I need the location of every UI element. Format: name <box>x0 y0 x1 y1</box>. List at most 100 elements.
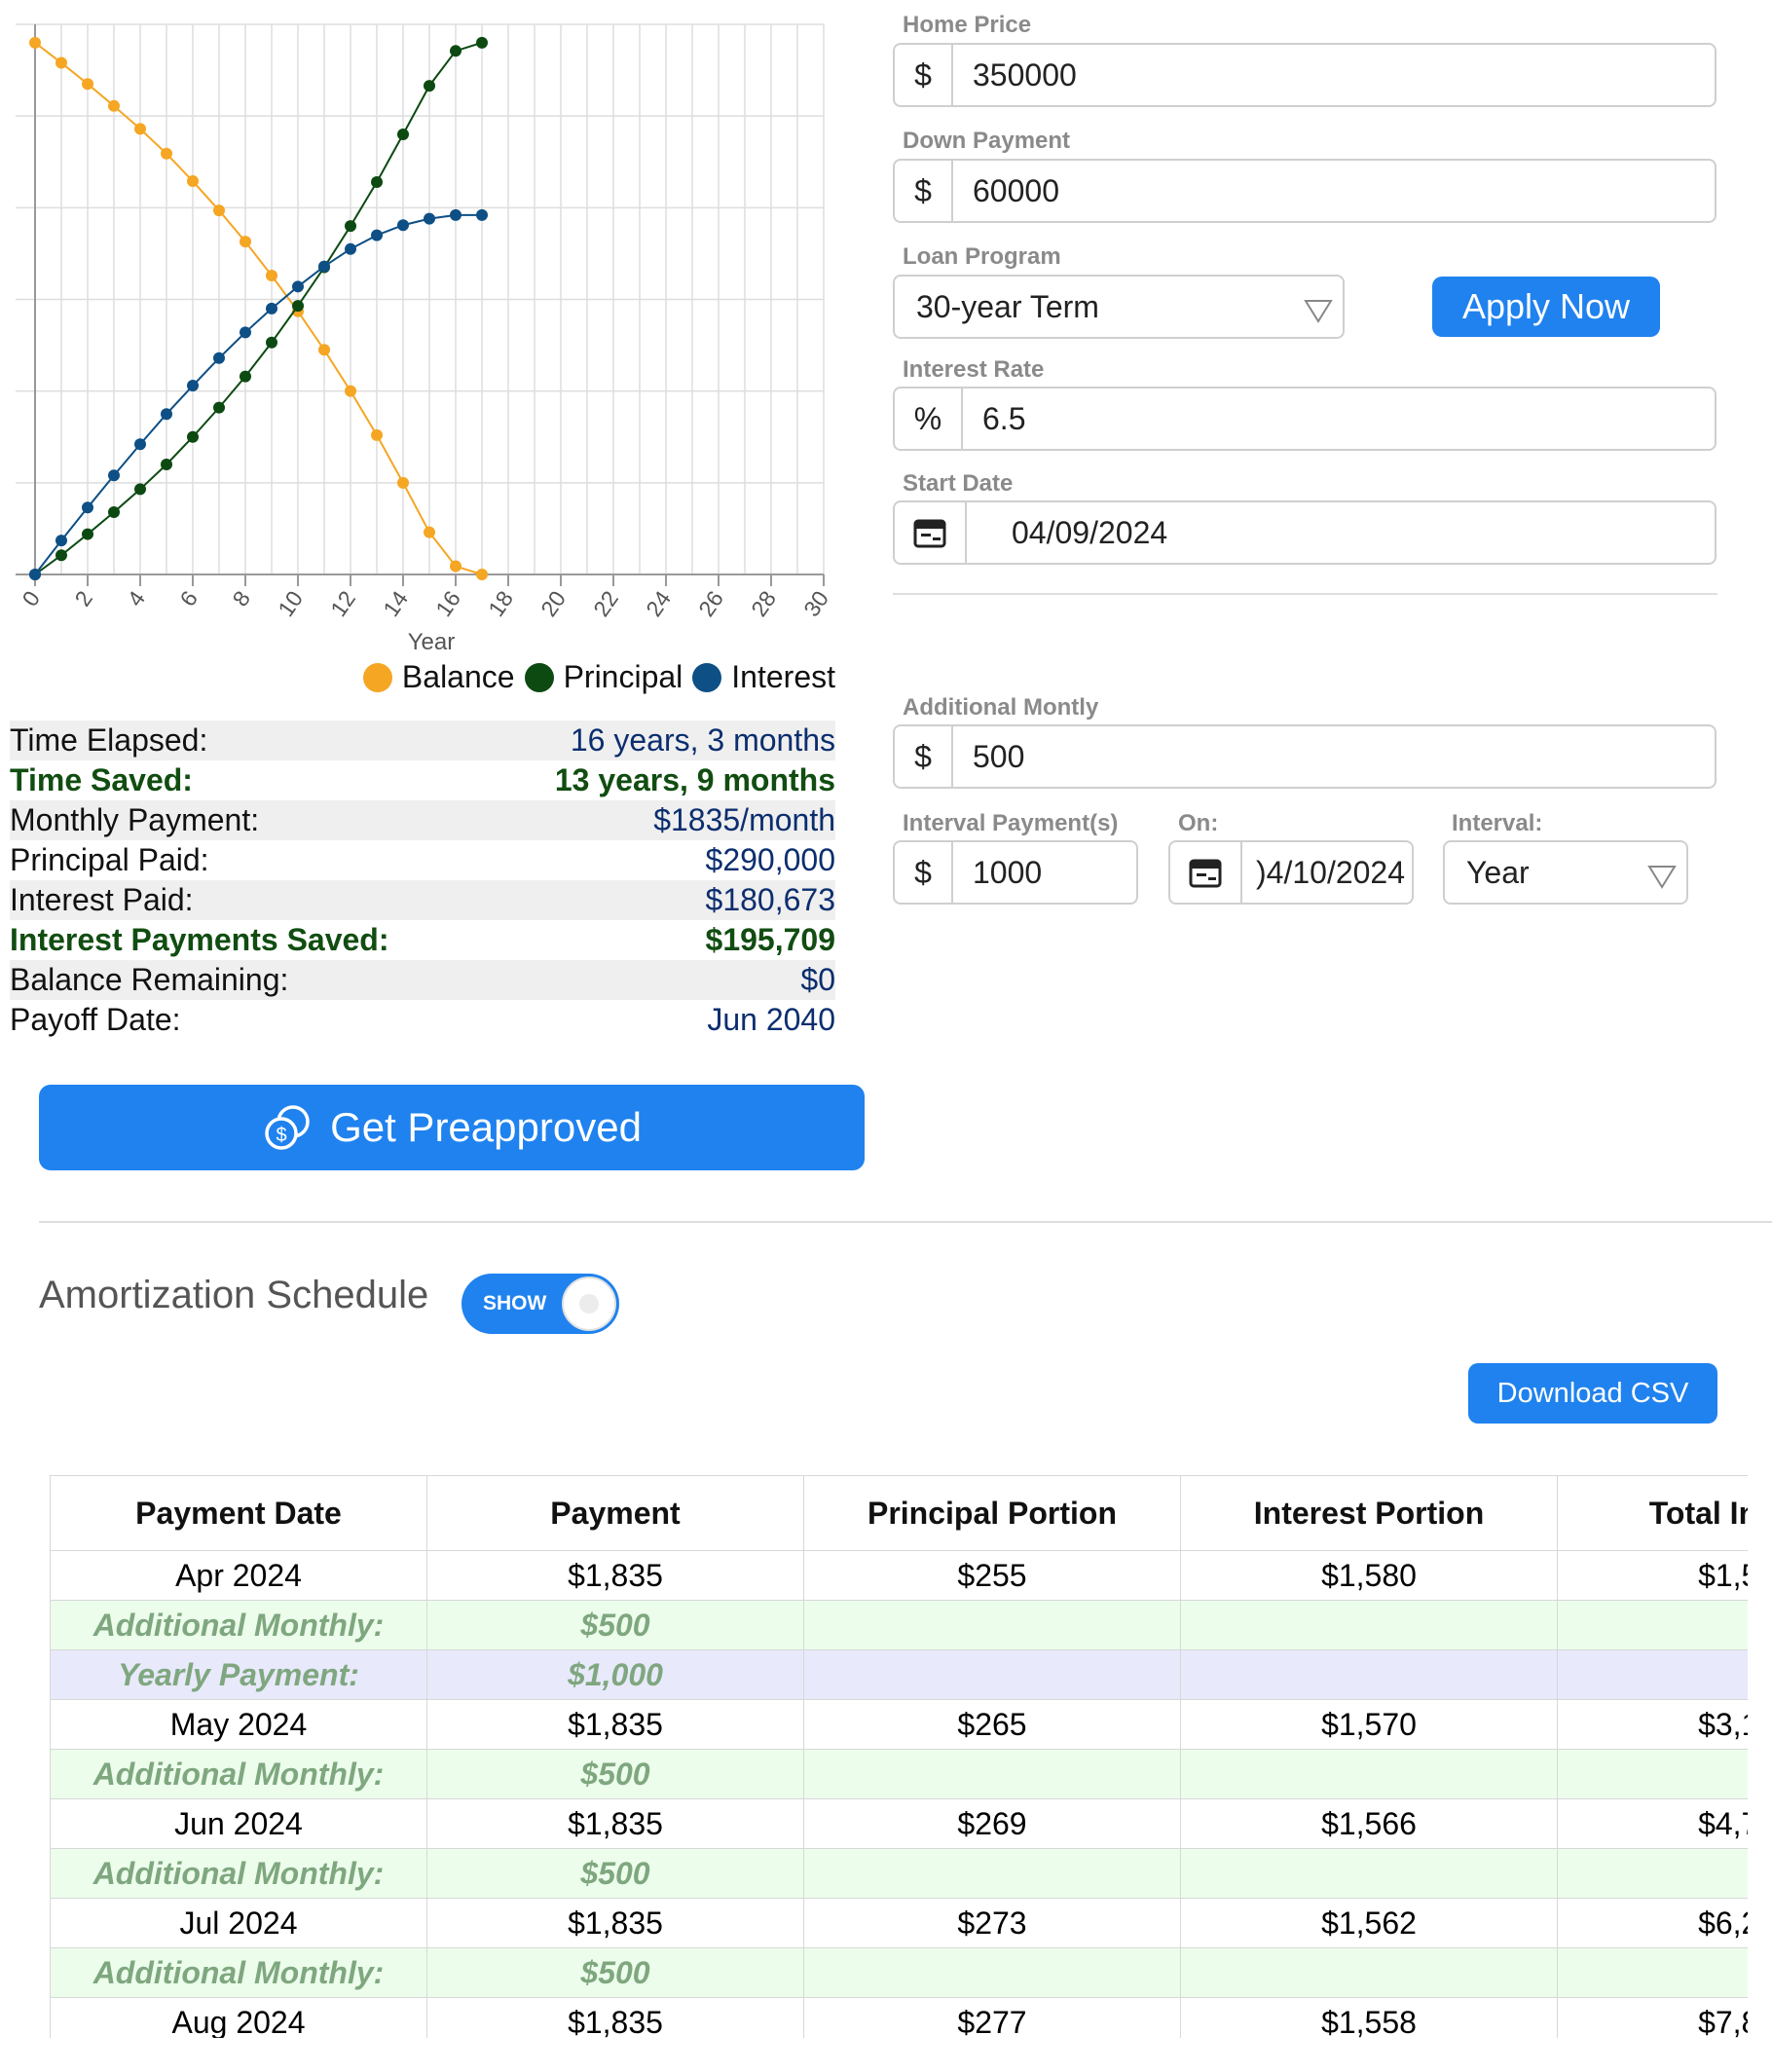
table-cell: $269 <box>803 1798 1181 1849</box>
data-point-balance <box>213 204 225 217</box>
home-price-field[interactable]: $ 350000 <box>893 43 1717 107</box>
table-cell: Additional Monthly: <box>50 1848 427 1899</box>
table-cell <box>803 1848 1181 1899</box>
data-point-interest <box>476 208 488 221</box>
table-cell: $255 <box>803 1550 1181 1601</box>
data-point-balance <box>371 428 383 441</box>
table-cell: Apr 2024 <box>50 1550 427 1601</box>
data-point-interest <box>450 208 461 221</box>
interval-payment-field[interactable]: $ 1000 <box>893 840 1138 905</box>
x-tick-label: 26 <box>693 586 728 621</box>
table-cell <box>1180 1947 1558 1998</box>
apply-now-button[interactable]: Apply Now <box>1432 277 1660 337</box>
additional-monthly-field[interactable]: $ 500 <box>893 724 1717 789</box>
table-cell: $7,836 <box>1557 1997 1748 2038</box>
toggle-knob[interactable] <box>562 1276 616 1331</box>
interval-label: Interval: <box>1452 810 1543 836</box>
data-point-principal <box>424 80 435 92</box>
data-point-balance <box>266 270 277 282</box>
calendar-icon[interactable] <box>895 502 967 563</box>
legend-item-balance[interactable]: Balance <box>362 659 515 695</box>
data-point-interest <box>397 219 409 232</box>
data-point-principal <box>371 175 383 188</box>
start-date-input[interactable]: 04/09/2024 <box>1012 514 1168 550</box>
interest-rate-field[interactable]: % 6.5 <box>893 387 1717 451</box>
data-point-principal <box>266 336 277 349</box>
x-axis-label: Year <box>408 629 456 655</box>
x-tick-label: 4 <box>122 586 150 611</box>
table-cell <box>1180 1848 1558 1899</box>
table-header-row: Payment Date Payment Principal Portion Inte… <box>50 1475 1748 1551</box>
legend-item-principal[interactable]: Principal <box>524 659 683 695</box>
data-point-balance <box>82 78 93 91</box>
data-point-principal <box>161 459 172 470</box>
table-cell: $1,835 <box>426 1898 804 1948</box>
legend-item-interest[interactable]: Interest <box>692 659 835 695</box>
table-cell: $1,580 <box>1557 1550 1748 1601</box>
data-point-balance <box>29 36 41 49</box>
table-cell <box>803 1649 1181 1700</box>
data-point-interest <box>161 408 172 421</box>
table-cell: $500 <box>426 1600 804 1650</box>
data-point-interest <box>134 438 146 451</box>
legend-dot-interest <box>692 662 722 692</box>
down-payment-input[interactable]: 60000 <box>973 172 1059 208</box>
column-header[interactable]: Principal Portion <box>803 1475 1181 1551</box>
table-cell: Jul 2024 <box>50 1898 427 1948</box>
data-point-interest <box>240 326 251 339</box>
schedule-toggle[interactable]: SHOW <box>461 1274 619 1334</box>
down-payment-field[interactable]: $ 60000 <box>893 159 1717 223</box>
home-price-label: Home Price <box>903 12 1032 38</box>
table-cell: $265 <box>803 1699 1181 1750</box>
column-header[interactable]: Interest Portion <box>1180 1475 1558 1551</box>
data-point-balance <box>187 175 199 188</box>
data-point-balance <box>240 236 251 248</box>
table-cell: $1,835 <box>426 1550 804 1601</box>
data-point-interest <box>55 535 67 547</box>
legend-label-interest: Interest <box>731 659 835 694</box>
stat-row: Time Saved: 13 years, 9 months <box>10 760 835 800</box>
stat-value: $180,673 <box>705 882 835 917</box>
section-divider <box>39 1221 1772 1223</box>
interval-date-input[interactable]: )4/10/2024 <box>1256 854 1406 890</box>
interest-rate-input[interactable]: 6.5 <box>982 400 1026 436</box>
calendar-icon[interactable] <box>1170 842 1242 903</box>
download-csv-button[interactable]: Download CSV <box>1468 1363 1717 1424</box>
data-point-interest <box>29 569 41 580</box>
column-header[interactable]: Payment <box>426 1475 804 1551</box>
table-cell <box>1557 1600 1748 1650</box>
interest-rate-label: Interest Rate <box>903 356 1045 383</box>
table-cell: $1,580 <box>1180 1550 1558 1601</box>
x-tick-label: 0 <box>17 586 45 610</box>
x-tick-label: 30 <box>798 586 833 621</box>
interval-select[interactable]: Year <box>1443 840 1688 905</box>
series-line-interest <box>34 213 482 575</box>
data-point-balance <box>397 476 409 489</box>
x-tick-label: 20 <box>535 586 571 621</box>
start-date-field[interactable]: 04/09/2024 <box>893 500 1717 565</box>
stat-value: $0 <box>800 962 835 997</box>
data-point-principal <box>134 483 146 496</box>
additional-monthly-input[interactable]: 500 <box>973 738 1025 774</box>
stat-row: Time Elapsed: 16 years, 3 months <box>10 721 835 760</box>
table-cell: $500 <box>426 1848 804 1899</box>
interval-payment-input[interactable]: 1000 <box>973 854 1043 890</box>
stat-row: Interest Paid: $180,673 <box>10 880 835 920</box>
column-header[interactable]: Total Interest <box>1557 1475 1748 1551</box>
get-preapproved-button[interactable]: $ Get Preapproved <box>39 1085 865 1170</box>
column-header[interactable]: Payment Date <box>50 1475 427 1551</box>
stat-row: Payoff Date: Jun 2040 <box>10 1000 835 1040</box>
stat-label: Time Saved: <box>10 762 193 797</box>
data-point-balance <box>476 569 488 580</box>
x-tick-label: 8 <box>227 586 255 610</box>
home-price-input[interactable]: 350000 <box>973 56 1077 92</box>
amortization-title: Amortization Schedule <box>39 1274 429 1316</box>
data-point-balance <box>134 123 146 135</box>
data-point-principal <box>450 45 461 57</box>
chevron-down-icon <box>1647 866 1677 889</box>
data-point-principal <box>213 401 225 414</box>
loan-program-select[interactable]: 30-year Term <box>893 275 1345 339</box>
table-cell <box>1557 1947 1748 1998</box>
interval-date-field[interactable]: )4/10/2024 <box>1168 840 1414 905</box>
amortization-table-wrap[interactable]: Payment Date Payment Principal Portion Inte… <box>50 1475 1748 2038</box>
